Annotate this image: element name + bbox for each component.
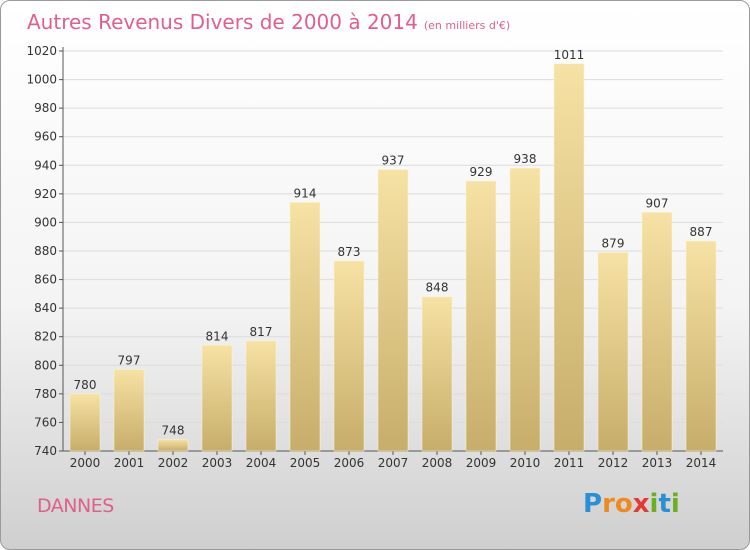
data-label-2014: 887 <box>690 225 713 239</box>
y-tick-label: 920 <box>34 187 57 201</box>
y-tick-label: 980 <box>34 101 57 115</box>
logo-letter: x <box>632 489 650 519</box>
bar-2004 <box>245 340 277 452</box>
y-tick-label: 740 <box>34 444 57 458</box>
bar-2000 <box>69 393 101 452</box>
data-label-2001: 797 <box>118 354 141 368</box>
data-label-2006: 873 <box>338 245 361 259</box>
bar-2005 <box>289 202 321 452</box>
x-tick-label: 2001 <box>114 456 145 470</box>
data-label-2003: 814 <box>206 329 229 343</box>
y-tick-label: 780 <box>34 387 57 401</box>
x-tick-label: 2012 <box>598 456 629 470</box>
y-tick-label: 900 <box>34 215 57 229</box>
data-label-2002: 748 <box>162 424 185 438</box>
y-tick-label: 820 <box>34 330 57 344</box>
x-tick-label: 2003 <box>202 456 233 470</box>
bar-2012 <box>597 252 629 452</box>
x-tick-label: 2010 <box>510 456 541 470</box>
x-tick-label: 2005 <box>290 456 321 470</box>
y-tick-label: 1020 <box>26 44 57 58</box>
data-label-2013: 907 <box>646 196 669 210</box>
y-tick-label: 1000 <box>26 73 57 87</box>
y-tick-label: 760 <box>34 415 57 429</box>
data-label-2008: 848 <box>426 281 449 295</box>
x-tick-label: 2009 <box>466 456 497 470</box>
data-label-2000: 780 <box>74 378 97 392</box>
y-tick-label: 840 <box>34 301 57 315</box>
x-tick-label: 2011 <box>554 456 585 470</box>
y-tick-label: 860 <box>34 273 57 287</box>
chart-subtitle: (en milliers d'€) <box>423 19 511 32</box>
data-labels: 780 797 748 814 817 914 873 937 848 929 938 1011 879… <box>74 48 713 438</box>
data-label-2005: 914 <box>294 186 317 200</box>
axes: 740 760 780 800 820 840 860 880 900 920 940 960 980 1… <box>26 44 723 470</box>
bar-2002 <box>157 439 189 452</box>
chart-title-block: Autres Revenus Divers de 2000 à 2014 (en … <box>27 10 510 34</box>
logo-letter: i <box>649 489 659 519</box>
bar-2009 <box>465 180 497 452</box>
x-tick-label: 2006 <box>334 456 365 470</box>
data-label-2010: 938 <box>514 152 537 166</box>
y-tick-label: 940 <box>34 158 57 172</box>
bar-2014 <box>685 240 717 452</box>
logo-letter: o <box>614 489 633 519</box>
commune-name: DANNES <box>37 495 114 517</box>
bar-2010 <box>509 167 541 452</box>
x-tick-label: 2013 <box>642 456 673 470</box>
x-tick-label: 2004 <box>246 456 277 470</box>
chart-title: Autres Revenus Divers de 2000 à 2014 <box>27 10 418 34</box>
bars <box>69 63 717 452</box>
x-tick-label: 2007 <box>378 456 409 470</box>
y-tick-label: 880 <box>34 244 57 258</box>
bar-2006 <box>333 260 365 452</box>
x-tick-label: 2014 <box>686 456 717 470</box>
logo-letter: r <box>602 489 615 519</box>
data-label-2004: 817 <box>250 325 273 339</box>
bar-2001 <box>113 369 145 452</box>
logo-letter: t <box>658 489 671 519</box>
data-label-2007: 937 <box>382 154 405 168</box>
y-tick-label: 800 <box>34 358 57 372</box>
bar-2013 <box>641 212 673 452</box>
x-tick-label: 2008 <box>422 456 453 470</box>
data-label-2011: 1011 <box>554 48 585 62</box>
bar-2008 <box>421 296 453 452</box>
logo-letter: P <box>583 489 603 519</box>
data-label-2009: 929 <box>470 165 493 179</box>
x-tick-label: 2000 <box>70 456 101 470</box>
y-tick-label: 960 <box>34 130 57 144</box>
data-label-2012: 879 <box>602 236 625 250</box>
x-tick-label: 2002 <box>158 456 189 470</box>
proxiti-logo: Proxiti <box>583 489 680 519</box>
logo-letter: i <box>670 489 680 519</box>
bar-2011 <box>553 63 585 452</box>
bar-2007 <box>377 169 409 452</box>
bar-2003 <box>201 345 233 452</box>
